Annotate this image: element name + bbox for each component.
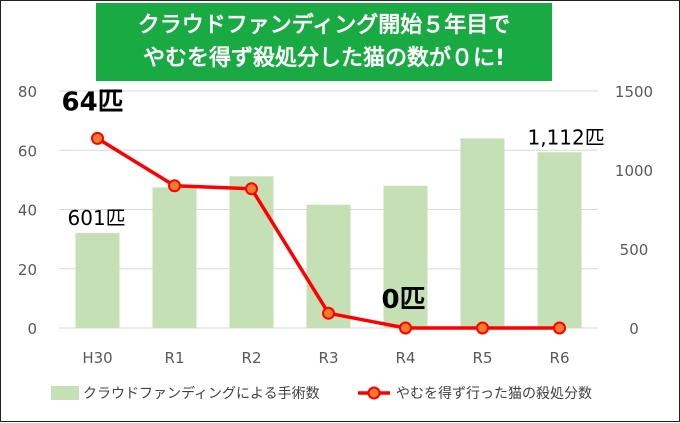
line-point bbox=[399, 321, 412, 335]
annotations: 64匹 0匹 601匹 1,112匹 bbox=[62, 87, 605, 315]
y-right-tick-label: 1500 bbox=[615, 83, 653, 101]
bar-series bbox=[75, 138, 582, 328]
bar bbox=[152, 187, 197, 328]
x-tick-label: H30 bbox=[82, 349, 112, 367]
legend-label-line: やむを得ず行った猫の殺処分数 bbox=[396, 385, 592, 402]
legend-label-bar: クラウドファンディングによる手術数 bbox=[83, 385, 320, 402]
y-right-tick-label: 500 bbox=[620, 241, 649, 259]
x-tick-label: R1 bbox=[165, 349, 185, 367]
bar bbox=[229, 176, 274, 328]
y-right-tick-label: 0 bbox=[629, 320, 639, 338]
y-left-tick-label: 0 bbox=[27, 320, 37, 338]
bar bbox=[383, 185, 428, 328]
bar bbox=[537, 152, 582, 328]
chart-title-line-1: クラウドファンディング開始５年目で bbox=[137, 13, 511, 38]
chart-title-banner: クラウドファンディング開始５年目で やむを得ず殺処分した猫の数が０に! bbox=[96, 3, 552, 81]
x-tick-label: R5 bbox=[473, 349, 493, 367]
x-tick-label: R2 bbox=[242, 349, 262, 367]
line-point bbox=[245, 182, 258, 196]
x-tick-label: R4 bbox=[396, 349, 416, 367]
line-point bbox=[91, 131, 104, 145]
y-right-tick-label: 1000 bbox=[615, 162, 653, 180]
data-annotation: 0匹 bbox=[382, 285, 426, 315]
axes: 0 20 40 60 80 0 500 1000 1500 H30 R1 R2 R3 R4 R5 R6 bbox=[18, 83, 653, 367]
legend-swatch-marker bbox=[367, 386, 381, 400]
x-tick-label: R3 bbox=[319, 349, 339, 367]
y-left-tick-label: 60 bbox=[18, 142, 37, 160]
legend: クラウドファンディングによる手術数 やむを得ず行った猫の殺処分数 bbox=[51, 385, 592, 402]
x-tick-label: R6 bbox=[550, 349, 570, 367]
legend-swatch-bar bbox=[51, 386, 79, 400]
line-series bbox=[91, 131, 566, 335]
y-left-tick-label: 40 bbox=[18, 202, 37, 220]
data-annotation: 601匹 bbox=[68, 206, 126, 230]
bar bbox=[460, 138, 505, 328]
bar bbox=[75, 233, 120, 328]
line-point bbox=[553, 321, 566, 335]
data-annotation: 64匹 bbox=[62, 87, 124, 117]
y-left-tick-label: 20 bbox=[18, 261, 37, 279]
line-point bbox=[168, 179, 181, 193]
y-left-tick-label: 80 bbox=[18, 83, 37, 101]
line-point bbox=[476, 321, 489, 335]
data-annotation: 1,112匹 bbox=[528, 125, 605, 149]
line-point bbox=[322, 306, 335, 320]
chart-title-line-2: やむを得ず殺処分した猫の数が０に! bbox=[142, 46, 506, 71]
